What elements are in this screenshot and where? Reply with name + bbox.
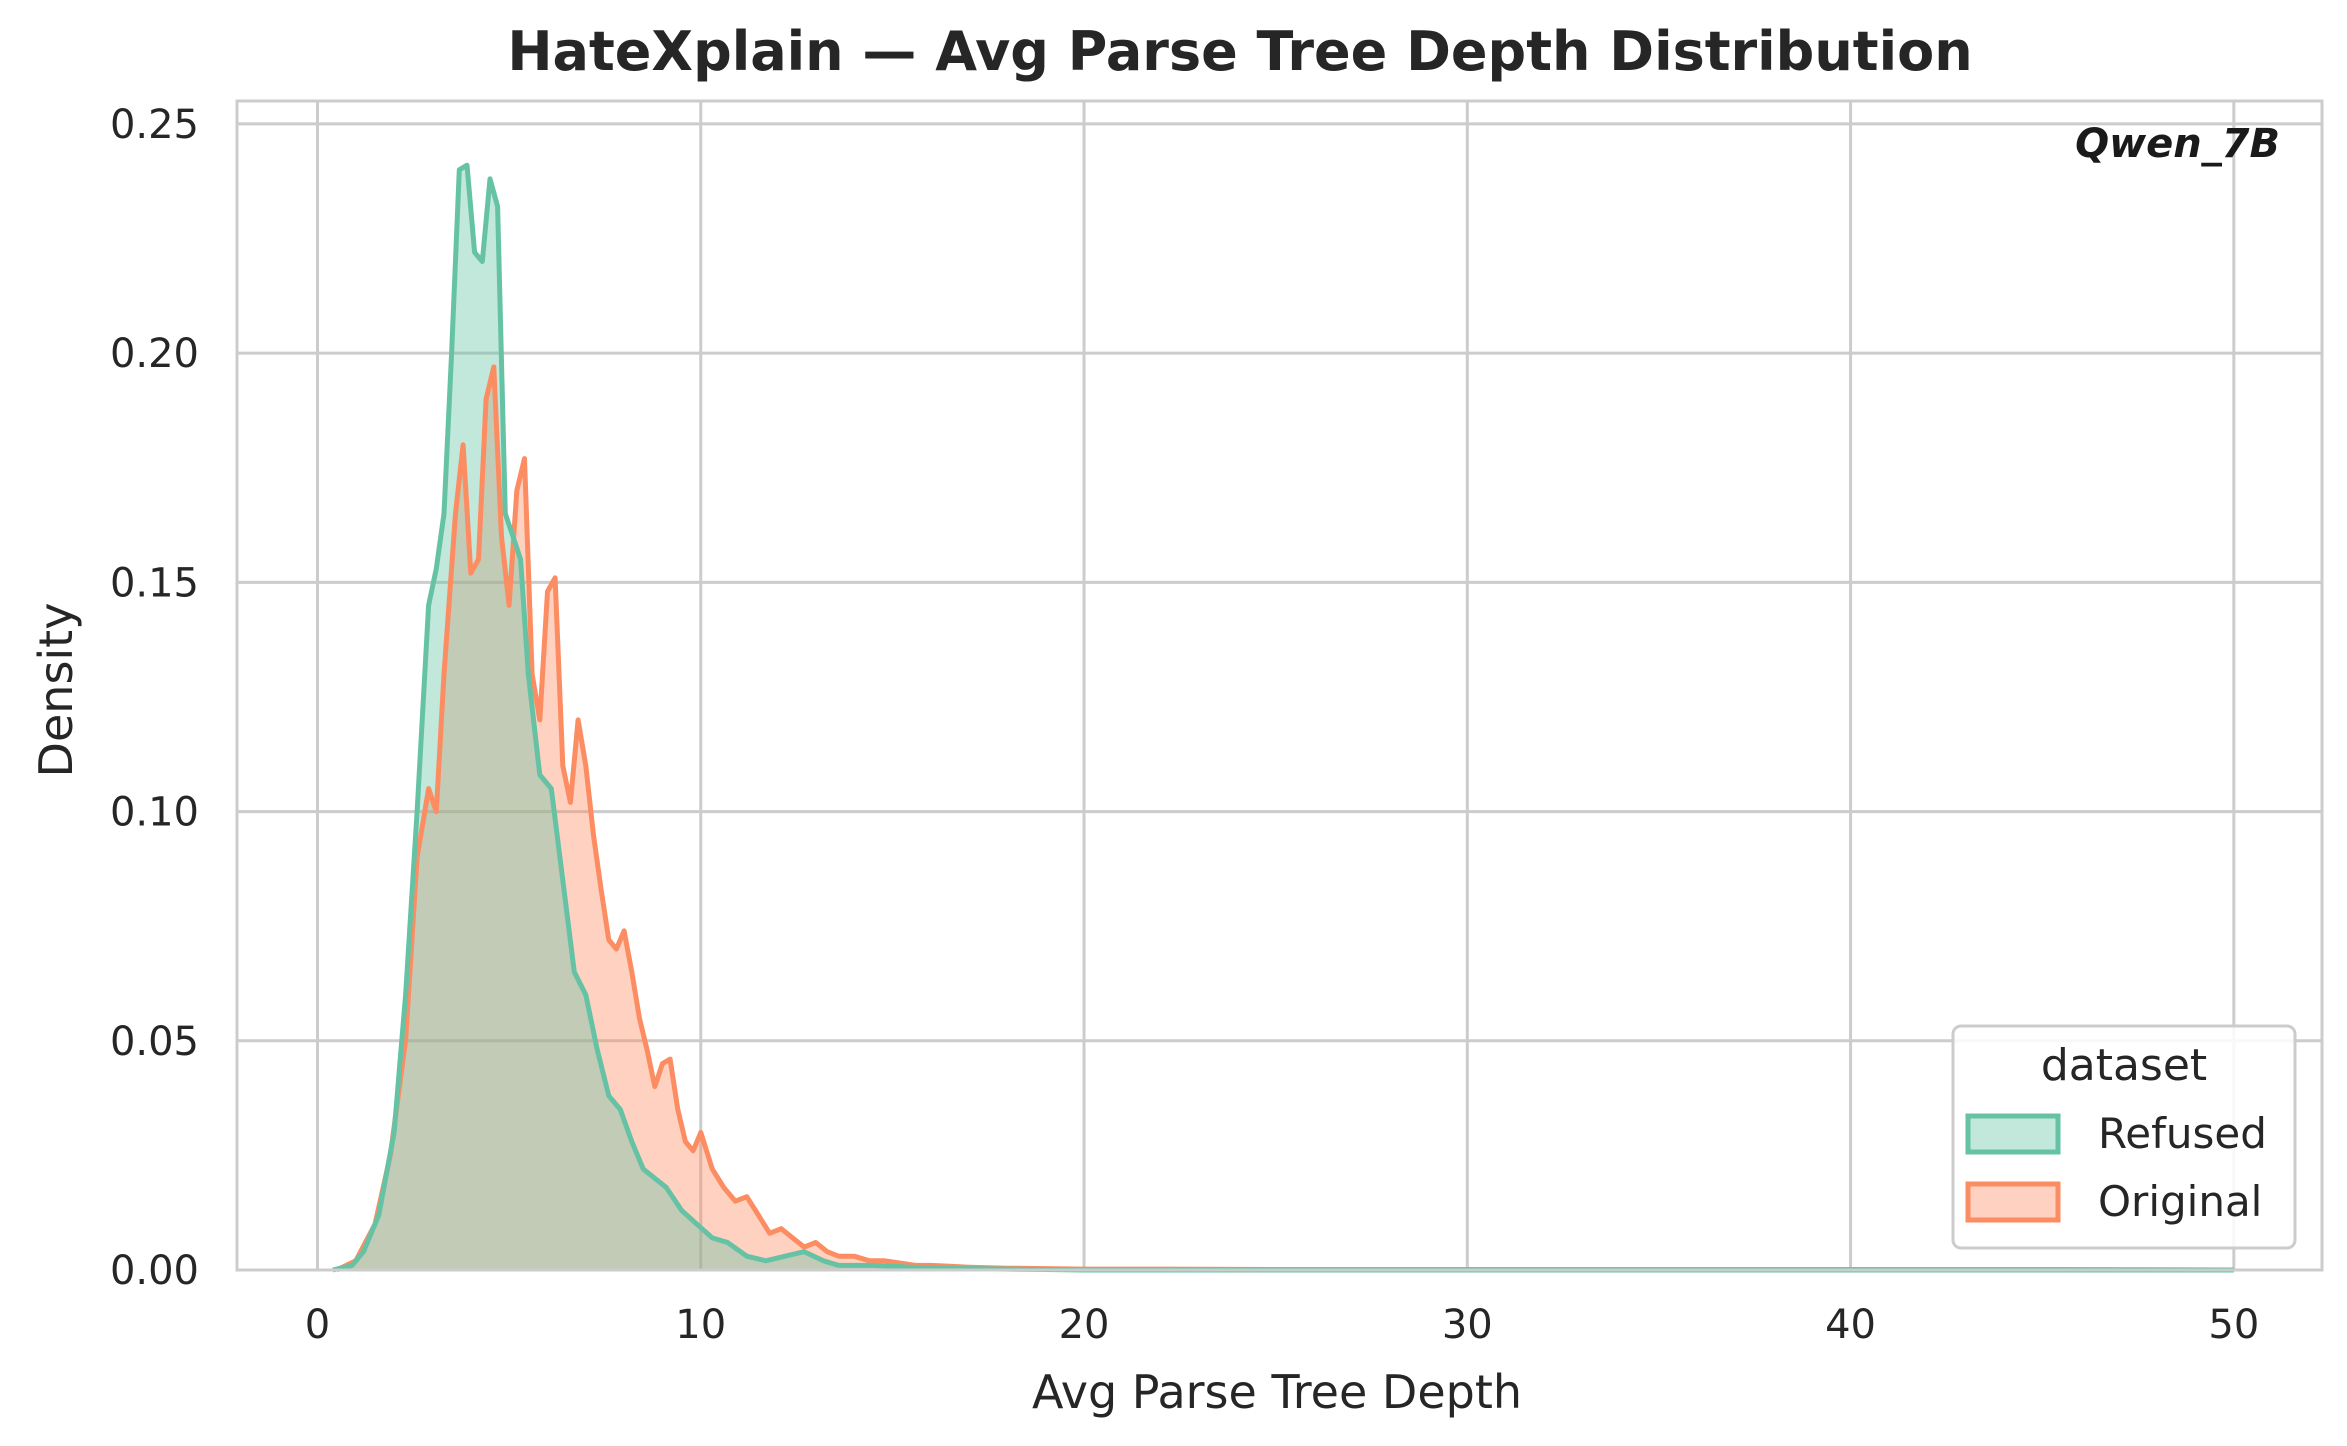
legend-title: dataset	[2041, 1040, 2207, 1091]
y-axis-ticks: 0.00 0.05 0.10 0.15 0.20 0.25	[110, 102, 199, 1294]
x-tick-label: 20	[1059, 1302, 1110, 1348]
density-lines	[332, 162, 2234, 1273]
y-tick-label: 0.20	[110, 331, 199, 377]
density-area-original	[336, 366, 2234, 1270]
legend: dataset Refused Original	[1951, 1024, 2297, 1250]
x-tick-label: 50	[2208, 1302, 2259, 1348]
density-line-refused	[332, 162, 2234, 1273]
y-axis-label: Density	[29, 603, 83, 778]
plot-frame	[235, 99, 2324, 1272]
model-annotation: Qwen_7B	[2075, 121, 2280, 167]
x-tick-label: 30	[1442, 1302, 1493, 1348]
legend-label-original: Original	[2098, 1177, 2262, 1226]
y-tick-label: 0.25	[110, 102, 199, 148]
legend-label-refused: Refused	[2098, 1109, 2267, 1158]
y-tick-label: 0.05	[110, 1019, 199, 1065]
legend-swatch-refused	[1965, 1113, 2061, 1155]
density-area-refused	[332, 165, 2234, 1271]
chart-title: HateXplain — Avg Parse Tree Depth Distri…	[507, 20, 1972, 83]
y-tick-label: 0.00	[110, 1248, 199, 1294]
x-axis-ticks: 0 10 20 30 40 50	[305, 1302, 2260, 1348]
x-tick-label: 10	[675, 1302, 726, 1348]
y-tick-label: 0.10	[110, 790, 199, 836]
legend-box	[1951, 1024, 2297, 1250]
y-tick-label: 0.15	[110, 560, 199, 606]
density-areas	[332, 165, 2234, 1271]
x-tick-label: 0	[305, 1302, 330, 1348]
legend-swatch-original	[1965, 1181, 2061, 1223]
x-axis-label: Avg Parse Tree Depth	[1032, 1365, 1522, 1419]
x-tick-label: 40	[1825, 1302, 1876, 1348]
